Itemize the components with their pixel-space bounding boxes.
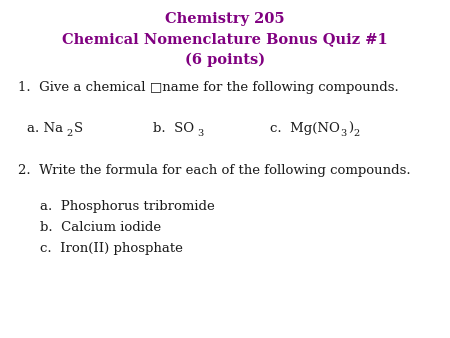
Text: 2: 2 (354, 129, 360, 138)
Text: a. Na: a. Na (27, 122, 63, 135)
Text: Chemistry 205: Chemistry 205 (165, 12, 285, 26)
Text: c.  Iron(II) phosphate: c. Iron(II) phosphate (40, 242, 184, 255)
Text: 2.  Write the formula for each of the following compounds.: 2. Write the formula for each of the fol… (18, 164, 410, 177)
Text: Chemical Nomenclature Bonus Quiz #1: Chemical Nomenclature Bonus Quiz #1 (62, 32, 388, 46)
Text: (6 points): (6 points) (185, 52, 265, 67)
Text: S: S (74, 122, 83, 135)
Text: 3: 3 (197, 129, 203, 138)
Text: 1.  Give a chemical □name for the following compounds.: 1. Give a chemical □name for the followi… (18, 81, 399, 94)
Text: c.  Mg(NO: c. Mg(NO (270, 122, 340, 135)
Text: 3: 3 (341, 129, 347, 138)
Text: ): ) (348, 122, 353, 135)
Text: a.  Phosphorus tribromide: a. Phosphorus tribromide (40, 200, 215, 213)
Text: b.  SO: b. SO (153, 122, 194, 135)
Text: b.  Calcium iodide: b. Calcium iodide (40, 221, 162, 234)
Text: 2: 2 (67, 129, 73, 138)
